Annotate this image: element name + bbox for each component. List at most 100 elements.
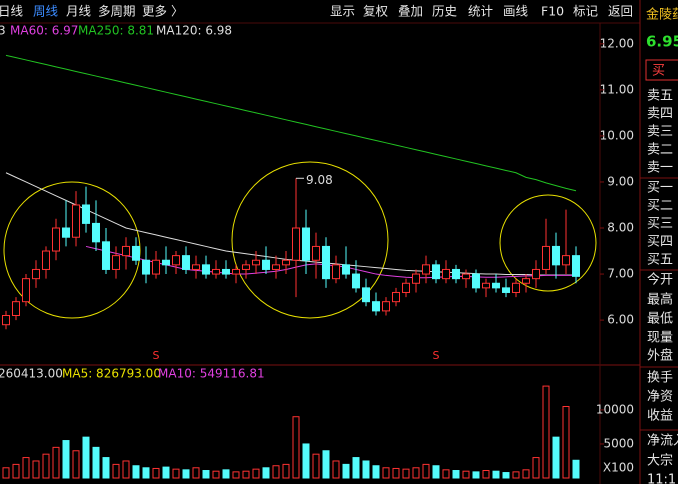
y-tick-label: 6.00	[607, 313, 634, 327]
candle-body	[22, 278, 30, 303]
quote-row-label: 卖三	[647, 125, 673, 140]
ma-line	[5, 172, 576, 276]
quote-row-label: 买二	[647, 199, 673, 214]
tab[interactable]: 周线	[33, 4, 59, 19]
candle-body	[42, 250, 50, 270]
volume-bar	[532, 457, 540, 479]
quote-row-label: 卖四	[647, 107, 673, 122]
volume-bar	[202, 470, 210, 479]
tab[interactable]: 月线	[66, 4, 92, 19]
candle-body	[352, 273, 360, 289]
annotation-circle	[499, 194, 597, 292]
candle-body	[82, 204, 90, 224]
candle-body	[292, 227, 300, 261]
volume-bar	[62, 440, 70, 479]
legend-item: MA250: 8.81	[78, 24, 154, 38]
quote-row-label: 卖一	[647, 161, 673, 176]
tool-button[interactable]: 返回	[608, 4, 633, 19]
toolbar: 日线 周线 月线 多周期 更多 〉 显示 复权 叠加 历史 统计 画线 F10 标记 返回	[0, 4, 633, 19]
candle-body	[102, 241, 110, 270]
volume-bar	[512, 471, 520, 479]
volume-bar	[172, 468, 180, 479]
tool-button[interactable]: 标记	[573, 4, 599, 19]
volume-legend-item: 260413.00	[0, 367, 63, 381]
candle-body	[132, 245, 140, 261]
quote-row-label: 买一	[647, 181, 673, 196]
volume-legend-item: MA10: 549116.81	[158, 367, 265, 381]
volume-bar	[322, 450, 330, 479]
volume-bar	[12, 463, 20, 479]
volume-bar	[392, 467, 400, 479]
quote-row-label: 最低	[647, 312, 673, 327]
volume-bar	[272, 465, 280, 479]
candle-body	[462, 273, 470, 280]
volume-bar	[182, 469, 190, 479]
tab[interactable]: 更多 〉	[142, 4, 183, 19]
volume-bar	[432, 465, 440, 479]
volume-bar	[412, 467, 420, 479]
candle-body	[562, 255, 570, 266]
stock-name: 金陵药业	[646, 7, 678, 23]
volume-bar	[572, 459, 580, 479]
signal-marker: S	[433, 349, 440, 362]
volume-bar	[402, 468, 410, 479]
quote-row-label: 卖五	[647, 89, 673, 104]
volume-bar	[102, 457, 110, 479]
tool-button[interactable]: 叠加	[398, 4, 423, 19]
volume-bar	[252, 468, 260, 479]
tool-button[interactable]: 复权	[363, 4, 389, 19]
volume-unit: X100	[603, 461, 634, 475]
candle-body	[392, 291, 400, 303]
y-tick-label: 7.00	[607, 267, 634, 281]
candle-body	[402, 282, 410, 293]
volume-bar	[342, 463, 350, 479]
candle-body	[442, 268, 450, 280]
tool-button[interactable]: 画线	[503, 4, 529, 19]
buy-button-frame	[645, 59, 678, 81]
candle-body	[162, 259, 170, 266]
candle-body	[2, 314, 10, 326]
volume-bar	[2, 467, 10, 479]
candle-body	[492, 282, 500, 289]
volume-bar	[442, 469, 450, 479]
candle-body	[72, 204, 80, 238]
quote-row-label: 大宗	[647, 453, 673, 469]
volume-bar	[82, 436, 90, 479]
volume-bar	[472, 471, 480, 479]
chart: 3 MA60: 6.97 MA250: 8.81 MA120: 6.98 6.00 7.0…	[0, 24, 634, 479]
tab[interactable]: 日线	[0, 4, 24, 19]
ma-line	[5, 54, 577, 192]
quote-row-label: 收益	[647, 409, 673, 424]
candle-body	[252, 259, 260, 266]
volume-bar	[42, 453, 50, 479]
volume-bar	[72, 450, 80, 479]
candle-body	[122, 245, 130, 257]
candle-body	[552, 245, 560, 266]
tool-button[interactable]: F10	[541, 4, 564, 19]
volume-bar	[492, 470, 500, 479]
candle-body	[212, 268, 220, 275]
y-tick-label: 9.00	[607, 174, 634, 188]
volume-bar	[312, 453, 320, 479]
tool-button[interactable]: 统计	[468, 4, 493, 19]
quote-row-label: 最高	[647, 292, 673, 308]
volume-bar	[242, 470, 250, 479]
volume-bar	[422, 463, 430, 479]
volume-bar	[122, 460, 130, 479]
candle-body	[302, 227, 310, 261]
tab[interactable]: 多周期	[98, 4, 136, 19]
quote-row-label: 买五	[647, 253, 673, 268]
candle-body	[202, 264, 210, 275]
volume-bar	[462, 470, 470, 479]
volume-bar	[22, 457, 30, 479]
tool-button[interactable]: 显示	[330, 4, 355, 19]
buy-button[interactable]: 买	[652, 64, 665, 79]
annotation-circle	[231, 161, 389, 319]
y-tick-label: 12.00	[600, 36, 634, 50]
tool-button[interactable]: 历史	[432, 4, 458, 19]
candle-body	[542, 245, 550, 270]
candle-body	[372, 301, 380, 312]
volume-bar	[552, 436, 560, 479]
candle-body	[222, 268, 230, 275]
candle-body	[92, 222, 100, 243]
